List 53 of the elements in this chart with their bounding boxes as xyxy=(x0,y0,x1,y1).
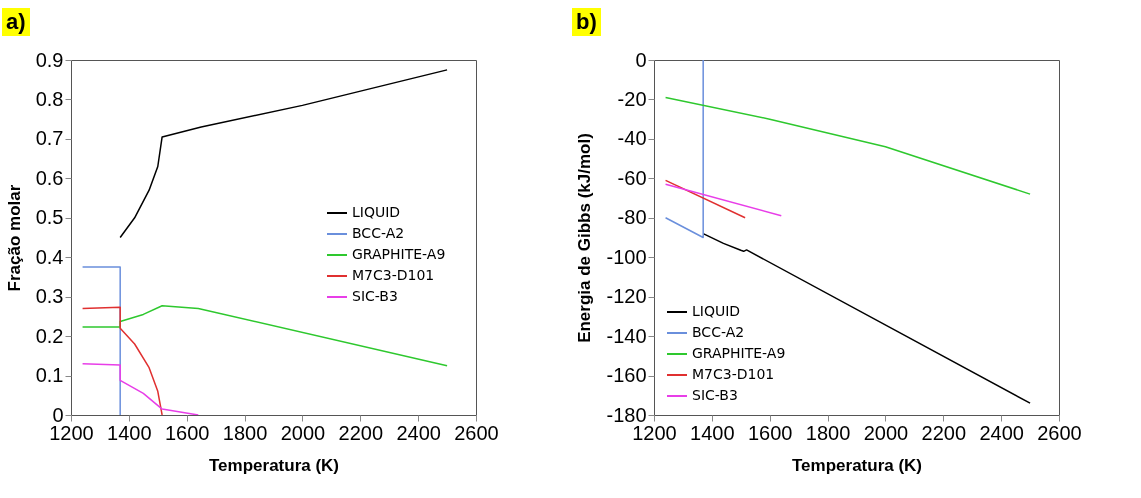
x-tick-label: 1400 xyxy=(107,421,152,444)
y-tick-label: 0 xyxy=(635,48,647,71)
legend-label: M7C3-D101 xyxy=(352,267,435,283)
y-tick-label: -20 xyxy=(617,87,647,110)
x-tick-label: 2400 xyxy=(979,421,1024,444)
x-tick-label: 2400 xyxy=(396,421,441,444)
y-tick-label: 0.6 xyxy=(35,166,64,189)
legend-label: LIQUID xyxy=(352,204,401,220)
y-tick-label: 0.8 xyxy=(35,87,64,110)
legend-label: BCC-A2 xyxy=(352,225,405,241)
chart-title: b) xyxy=(572,8,601,36)
x-tick-label: 2000 xyxy=(280,421,326,444)
y-tick-label: 0.1 xyxy=(35,364,64,387)
line-series xyxy=(81,304,448,367)
y-tick-label: 0.2 xyxy=(35,324,64,347)
line-series xyxy=(664,96,1031,195)
legend-label: SIC-B3 xyxy=(692,387,738,403)
y-axis-title: Fração molar xyxy=(4,184,24,292)
legend-label: M7C3-D101 xyxy=(692,366,775,382)
x-tick-label: 2000 xyxy=(863,421,909,444)
chart-title: a) xyxy=(2,8,30,36)
y-tick-label: 0.7 xyxy=(35,127,64,150)
y-tick-label: -60 xyxy=(617,166,647,189)
y-axis-title: Energia de Gibbs (kJ/mol) xyxy=(575,133,595,343)
x-tick-label: 1800 xyxy=(222,421,268,444)
y-tick-label: 0.9 xyxy=(35,48,64,71)
x-axis-title: Temperatura (K) xyxy=(791,455,923,475)
line-series xyxy=(81,306,163,415)
legend-label: GRAPHITE-A9 xyxy=(692,345,786,361)
x-tick-label: 1400 xyxy=(690,421,735,444)
y-tick-label: 0.4 xyxy=(35,245,64,268)
x-tick-label: 2600 xyxy=(454,421,499,444)
y-tick-label: -140 xyxy=(606,324,647,347)
y-tick-label: -40 xyxy=(617,127,647,150)
legend-label: SIC-B3 xyxy=(352,288,398,304)
line-series xyxy=(81,362,200,415)
y-tick-label: -80 xyxy=(617,206,647,229)
x-tick-label: 1800 xyxy=(805,421,851,444)
x-tick-label: 2600 xyxy=(1037,421,1082,444)
x-tick-label: 1600 xyxy=(164,421,210,444)
y-tick-label: -120 xyxy=(606,285,647,308)
line-series xyxy=(119,69,448,239)
legend-label: LIQUID xyxy=(692,303,741,319)
legend-label: GRAPHITE-A9 xyxy=(352,246,446,262)
x-tick-label: 2200 xyxy=(338,421,384,444)
x-tick-label: 1600 xyxy=(747,421,793,444)
x-axis-title: Temperatura (K) xyxy=(208,455,340,475)
y-tick-label: -160 xyxy=(606,364,647,387)
legend-label: BCC-A2 xyxy=(692,324,745,340)
y-tick-label: 0.5 xyxy=(35,206,64,229)
y-tick-label: 0.3 xyxy=(35,285,64,308)
x-tick-label: 2200 xyxy=(921,421,967,444)
y-tick-label: -100 xyxy=(606,245,647,268)
